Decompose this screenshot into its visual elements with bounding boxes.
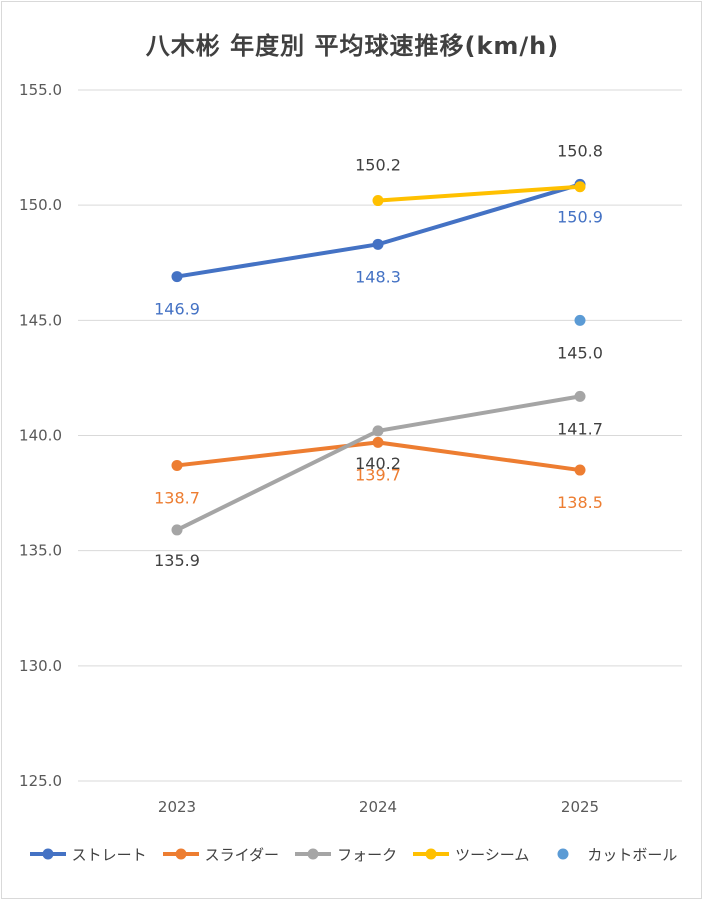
series-line [376,184,582,203]
data-label: 140.2 [355,454,401,473]
legend-swatch-marker [425,848,437,860]
y-tick-label: 130.0 [19,657,62,675]
legend-swatch [557,848,569,860]
legend-item: スライダー [161,844,279,865]
chart-title: 八木彬 年度別 平均球速推移(km/h) [145,32,560,60]
y-tick-label: 145.0 [19,311,62,329]
data-label: 138.7 [154,488,200,507]
legend-swatch-marker [175,848,187,860]
y-tick-label: 150.0 [19,196,62,214]
legend-label: スライダー [204,845,280,864]
data-label: 146.9 [154,300,200,319]
data-point [574,181,586,193]
legend-swatch [413,848,450,860]
data-label: 139.7 [355,465,401,484]
legend-swatch [295,848,332,860]
data-point [574,464,586,476]
x-tick-label: 2023 [158,798,196,816]
data-label: 135.9 [154,551,200,570]
data-label: 141.7 [557,419,603,438]
data-point [171,524,183,536]
y-tick-label: 135.0 [19,542,62,560]
legend-item: フォーク [293,844,397,865]
legend: ストレート スライダー フォーク ツーシーム カットボール [0,842,705,866]
data-label: 150.2 [355,156,401,175]
legend-swatch-marker [307,848,319,860]
legend-label: カットボール [587,845,678,864]
data-label: 138.5 [557,493,603,512]
data-point [574,390,586,402]
legend-swatch-marker [42,848,54,860]
y-tick-label: 125.0 [19,772,62,790]
legend-swatch-marker [557,848,569,860]
data-point [372,436,384,448]
legend-label: ツーシーム [455,845,530,864]
plot-area: 125.0 130.0 135.0 140.0 145.0 150.0 155.0 2023 2… [19,81,682,816]
legend-label: フォーク [337,845,398,864]
legend-swatch [29,848,66,860]
legend-label: ストレート [71,845,147,864]
legend-item: カットボール [543,844,677,865]
data-point [372,195,384,207]
data-point [372,425,384,437]
data-point [574,314,586,326]
legend-swatch [162,848,199,860]
legend-item: ツーシーム [411,844,529,865]
y-tick-label: 155.0 [19,81,62,99]
y-tick-label: 140.0 [19,427,62,445]
x-tick-label: 2025 [561,798,599,816]
data-point [171,271,183,283]
x-tick-label: 2024 [359,798,397,816]
data-label: 145.0 [557,343,603,362]
legend-item: ストレート [28,844,147,865]
data-label: 150.8 [557,142,603,161]
data-point [171,459,183,471]
data-label: 148.3 [355,267,401,286]
data-point [372,238,384,250]
data-label: 150.9 [557,207,603,226]
